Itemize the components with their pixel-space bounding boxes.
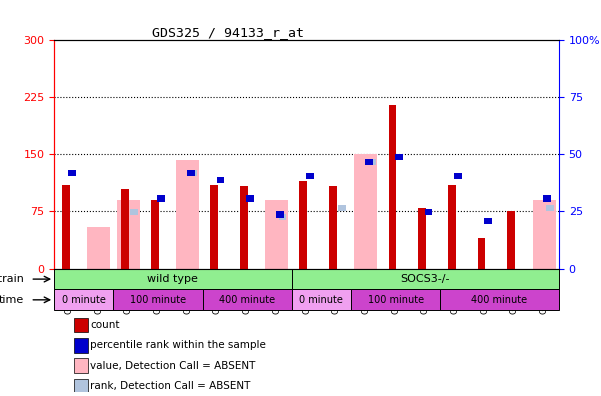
Bar (114, 289, 203, 310)
Bar (130, 209, 138, 215)
Bar (454, 173, 462, 179)
Bar (240, 186, 248, 269)
Text: value, Detection Call = ABSENT: value, Detection Call = ABSENT (90, 361, 255, 371)
Text: 100 minute: 100 minute (130, 295, 186, 305)
Bar (395, 154, 403, 160)
Bar (75, 338, 88, 353)
Bar (246, 195, 254, 202)
Bar (291, 269, 559, 289)
Bar (75, 379, 88, 394)
Bar (368, 159, 376, 165)
Bar (75, 358, 88, 373)
Bar (75, 318, 88, 332)
Bar (478, 238, 486, 269)
Bar (276, 211, 284, 217)
Bar (266, 200, 288, 269)
Bar (189, 170, 197, 176)
Bar (365, 159, 373, 165)
Text: 0 minute: 0 minute (62, 295, 106, 305)
Bar (157, 195, 165, 202)
Bar (87, 227, 110, 269)
Bar (62, 185, 70, 269)
Text: SOCS3-/-: SOCS3-/- (400, 274, 450, 284)
Bar (203, 289, 291, 310)
Text: wild type: wild type (147, 274, 198, 284)
Bar (448, 185, 456, 269)
Bar (507, 211, 515, 269)
Bar (532, 200, 555, 269)
Bar (210, 185, 218, 269)
Bar (68, 170, 76, 176)
Bar (216, 177, 224, 183)
Text: 400 minute: 400 minute (219, 295, 275, 305)
Text: 100 minute: 100 minute (368, 295, 424, 305)
Bar (484, 218, 492, 225)
Text: 400 minute: 400 minute (471, 295, 528, 305)
Bar (355, 154, 377, 269)
Bar (279, 214, 287, 220)
Bar (424, 209, 432, 215)
Bar (151, 200, 159, 269)
Text: 0 minute: 0 minute (299, 295, 343, 305)
Bar (291, 289, 351, 310)
Bar (54, 289, 114, 310)
Bar (546, 205, 554, 211)
Bar (543, 195, 551, 202)
Bar (176, 160, 199, 269)
Text: count: count (90, 320, 120, 330)
Bar (338, 205, 346, 211)
Bar (389, 105, 397, 269)
Text: time: time (0, 295, 25, 305)
Text: rank, Detection Call = ABSENT: rank, Detection Call = ABSENT (90, 381, 251, 391)
Bar (121, 188, 129, 269)
Bar (440, 289, 559, 310)
Bar (329, 186, 337, 269)
Text: GDS325 / 94133_r_at: GDS325 / 94133_r_at (153, 26, 304, 39)
Bar (351, 289, 440, 310)
Text: percentile rank within the sample: percentile rank within the sample (90, 341, 266, 350)
Bar (306, 173, 314, 179)
Bar (187, 170, 195, 176)
Bar (418, 208, 426, 269)
Bar (299, 181, 307, 269)
Bar (54, 269, 291, 289)
Bar (117, 200, 140, 269)
Text: strain: strain (0, 274, 25, 284)
